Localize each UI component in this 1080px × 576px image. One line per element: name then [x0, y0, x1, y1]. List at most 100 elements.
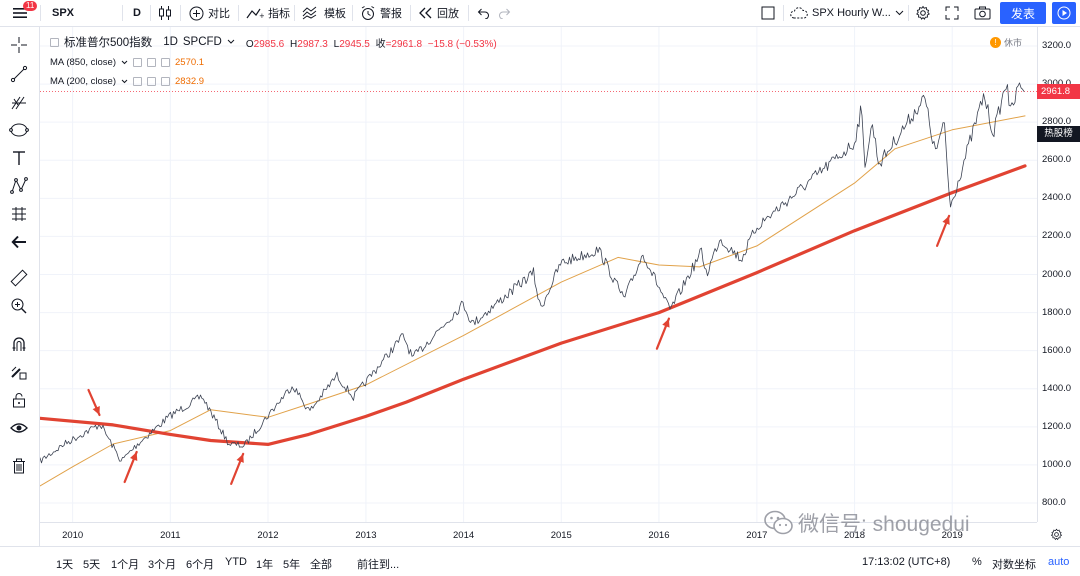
- prediction-tool[interactable]: [8, 203, 30, 225]
- chevron-down-icon: [227, 39, 235, 44]
- shapes-tool[interactable]: [8, 119, 30, 141]
- eye-icon: [10, 423, 28, 433]
- range-1y[interactable]: 1年: [256, 559, 274, 571]
- pitchfork-tool[interactable]: [8, 91, 30, 113]
- wechat-watermark: 微信号: shougedui: [764, 508, 970, 538]
- annotation-arrow[interactable]: [655, 317, 671, 350]
- arrow-head: [942, 215, 950, 225]
- publish-button[interactable]: 发表: [1000, 2, 1046, 24]
- price-tick-label: 2600.0: [1042, 154, 1072, 166]
- ruler-tool[interactable]: [8, 267, 30, 289]
- range-1m[interactable]: 1个月: [111, 559, 140, 571]
- price-tick-label: 2800.0: [1042, 116, 1072, 128]
- series-line-ma850[interactable]: [40, 164, 1027, 446]
- wechat-icon: [764, 510, 793, 535]
- magnet-tool[interactable]: [8, 333, 30, 355]
- indicators-button[interactable]: + 指标: [246, 0, 290, 26]
- clock-timezone[interactable]: 17:13:02 (UTC+8): [862, 556, 951, 568]
- stay-drawing-tool[interactable]: [8, 361, 30, 383]
- hide-drawings-tool[interactable]: [8, 417, 30, 439]
- range-all[interactable]: 全部: [310, 559, 332, 571]
- range-ytd[interactable]: YTD: [225, 556, 247, 568]
- camera-icon: [974, 6, 991, 20]
- lock-drawings-tool[interactable]: [8, 389, 30, 411]
- price-tick-label: 2200.0: [1042, 230, 1072, 242]
- trend-line-tool[interactable]: [8, 63, 30, 85]
- zoom-in-tool[interactable]: [8, 295, 30, 317]
- remove-drawings-tool[interactable]: [8, 455, 30, 477]
- annotation-arrow[interactable]: [123, 450, 138, 484]
- price-tick-label: 2400.0: [1042, 192, 1072, 204]
- svg-text:+: +: [259, 12, 264, 20]
- crosshair-tool[interactable]: [8, 34, 30, 56]
- last-price-label: 2961.8: [1037, 84, 1080, 100]
- snapshot-button[interactable]: [974, 0, 991, 26]
- menu-button[interactable]: [12, 0, 28, 26]
- annotation-arrow[interactable]: [230, 452, 245, 485]
- remove-study-icon[interactable]: [161, 76, 170, 86]
- legend-ma850-row[interactable]: MA (850, close) 2570.1: [50, 55, 204, 69]
- collapse-icon[interactable]: [50, 37, 59, 47]
- pattern-tool[interactable]: [8, 175, 30, 197]
- range-5y[interactable]: 5年: [283, 559, 301, 571]
- range-1d[interactable]: 1天: [56, 559, 74, 571]
- series-line-ma200[interactable]: [40, 115, 1026, 487]
- template-icon: [302, 6, 317, 20]
- annotation-arrow[interactable]: [935, 214, 951, 247]
- alert-button[interactable]: 警报: [360, 0, 402, 26]
- legend-interval: 1D: [163, 36, 178, 48]
- fullscreen-icon: [945, 6, 959, 20]
- annotation-arrow[interactable]: [87, 388, 101, 417]
- redo-button[interactable]: [498, 0, 512, 26]
- templates-button[interactable]: 模板: [302, 0, 346, 26]
- goto-date-button[interactable]: 前往到...: [357, 559, 400, 571]
- remove-study-icon[interactable]: [161, 57, 170, 67]
- legend-ma200-row[interactable]: MA (200, close) 2832.9: [50, 74, 204, 88]
- undo-button[interactable]: [476, 0, 490, 26]
- text-tool[interactable]: [8, 147, 30, 169]
- settings-button[interactable]: [915, 0, 931, 26]
- replay-mode-button[interactable]: 回放: [418, 0, 459, 26]
- settings-toggle-icon[interactable]: [147, 57, 156, 67]
- log-scale-toggle[interactable]: 对数坐标: [992, 559, 1036, 571]
- cloud-icon: [790, 7, 808, 19]
- measure-icon: [12, 207, 26, 221]
- price-axis[interactable]: 3200.0 3000.0 2800.0 2600.0 2400.0 2200.0 2000…: [1037, 27, 1080, 522]
- layout-selector[interactable]: SPX Hourly W...: [790, 0, 904, 26]
- fullscreen-button[interactable]: [945, 0, 959, 26]
- price-tick-label: 1200.0: [1042, 420, 1072, 432]
- price-chart[interactable]: [40, 27, 1037, 522]
- ma850-value: 2570.1: [175, 56, 205, 68]
- indicator-icon: +: [246, 8, 264, 20]
- plus-circle-icon: [189, 6, 204, 20]
- chevron-down-icon: [121, 79, 128, 83]
- eye-toggle-icon[interactable]: [133, 57, 142, 67]
- alert-label: 警报: [380, 8, 402, 20]
- gear-icon: [916, 5, 930, 20]
- compare-button[interactable]: 对比: [189, 0, 230, 26]
- chart-area[interactable]: [40, 27, 1037, 522]
- candle-style-button[interactable]: [157, 0, 173, 26]
- ma200-value: 2832.9: [175, 75, 205, 87]
- percent-scale-toggle[interactable]: %: [972, 556, 982, 568]
- range-3m[interactable]: 3个月: [148, 559, 177, 571]
- toggle-panel-button[interactable]: [761, 0, 775, 26]
- market-closed-status[interactable]: ! 休市: [990, 36, 1022, 49]
- axis-settings-button[interactable]: [1050, 528, 1063, 544]
- range-6m[interactable]: 6个月: [186, 559, 215, 571]
- interval-button[interactable]: D: [133, 7, 141, 19]
- time-axis[interactable]: 2010 2011 2012 2013 2014 2015 2016 2017 2018 2019: [40, 522, 1037, 546]
- eye-toggle-icon[interactable]: [133, 76, 142, 86]
- settings-toggle-icon[interactable]: [147, 76, 156, 86]
- time-tick-label: 2017: [746, 530, 768, 541]
- auto-scale-toggle[interactable]: auto: [1048, 556, 1070, 568]
- symbol-search-button[interactable]: SPX: [52, 7, 75, 19]
- range-5d[interactable]: 5天: [83, 559, 101, 571]
- play-button[interactable]: [1052, 2, 1076, 24]
- legend-main-row[interactable]: 标准普尔500指数 1D SPCFD O2985.6 H2987.3 L2945…: [50, 35, 497, 50]
- hot-stocks-label[interactable]: 热股榜: [1037, 126, 1080, 142]
- replay-label: 回放: [437, 8, 459, 20]
- back-arrow-tool[interactable]: [8, 231, 30, 253]
- series-line-spx[interactable]: [40, 82, 1025, 464]
